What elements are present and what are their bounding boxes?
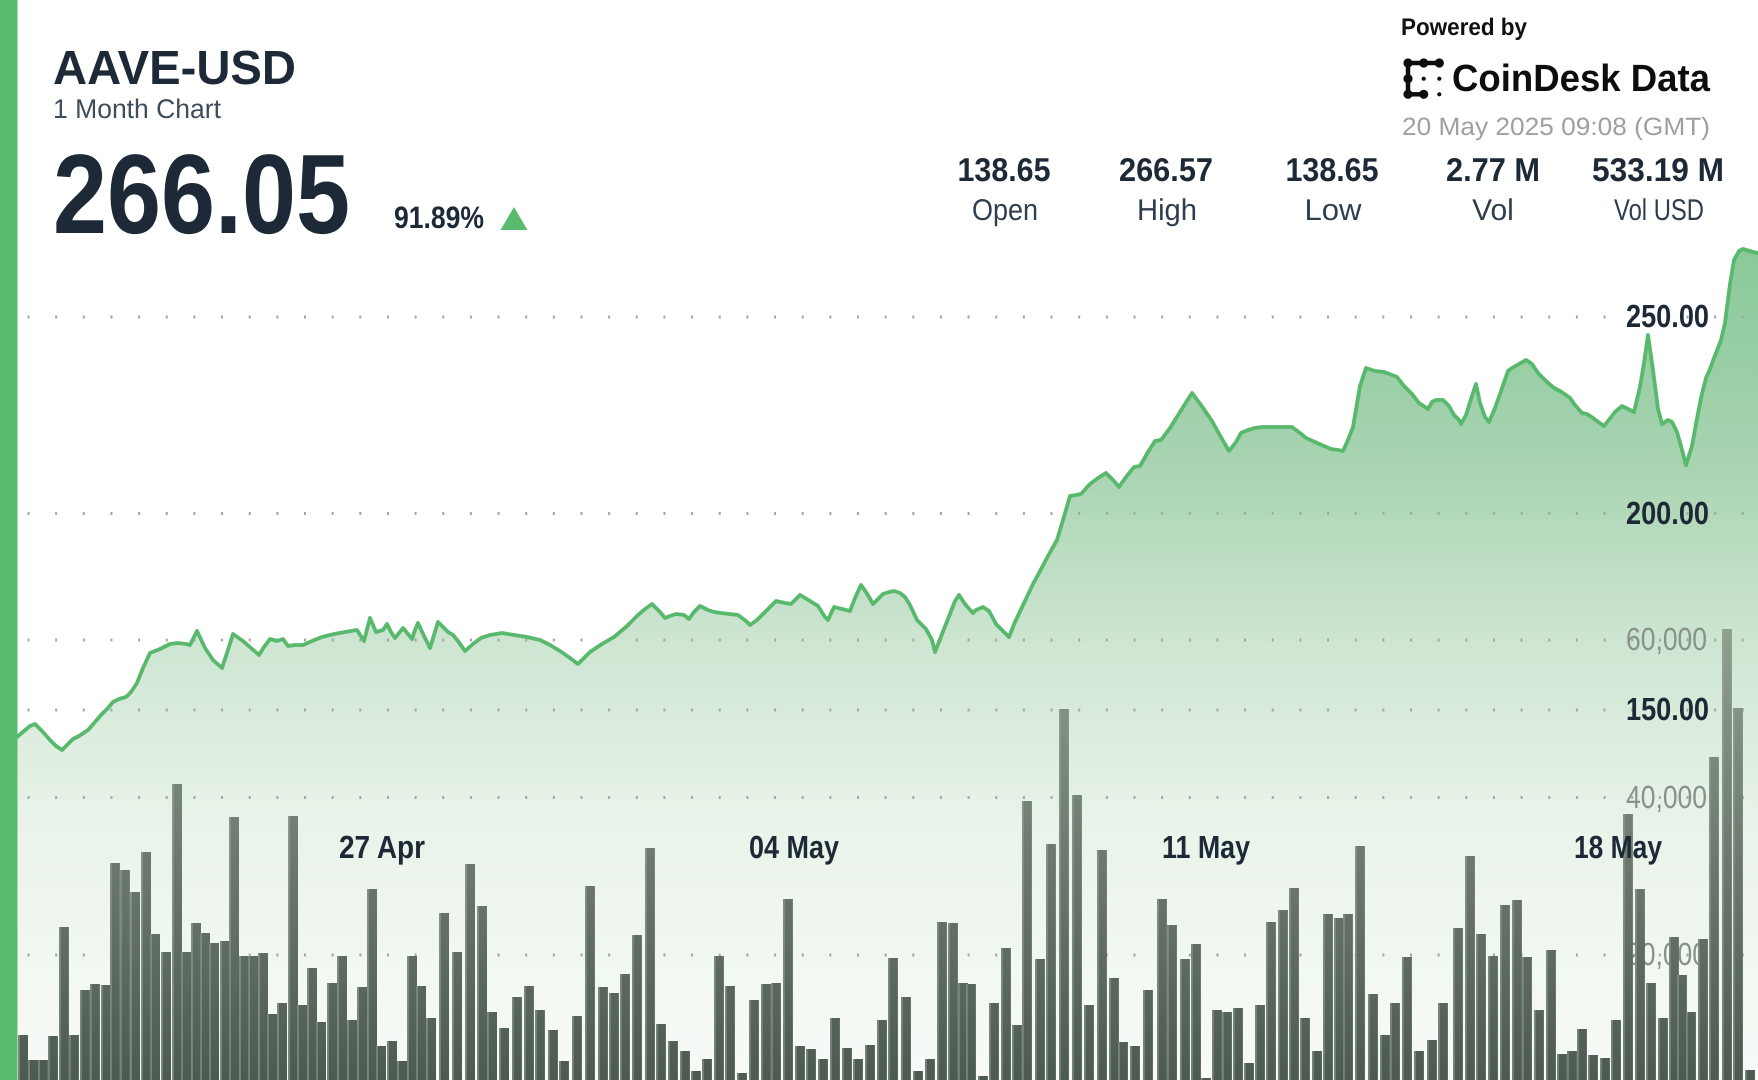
svg-text:Vol USD: Vol USD	[1614, 194, 1704, 227]
svg-text:Open: Open	[972, 194, 1038, 227]
svg-text:266.57: 266.57	[1119, 151, 1213, 188]
svg-text:2.77 M: 2.77 M	[1446, 151, 1540, 188]
svg-text:533.19 M: 533.19 M	[1592, 151, 1724, 188]
svg-text:138.65: 138.65	[1286, 151, 1379, 188]
svg-text:138.65: 138.65	[958, 151, 1051, 188]
svg-text:20 May 2025 09:08 (GMT): 20 May 2025 09:08 (GMT)	[1402, 113, 1710, 141]
svg-text:High: High	[1137, 194, 1197, 227]
svg-text:27 Apr: 27 Apr	[339, 829, 425, 865]
svg-text:AAVE-USD: AAVE-USD	[53, 42, 296, 95]
svg-text:150.00: 150.00	[1626, 691, 1709, 727]
svg-text:91.89%: 91.89%	[394, 200, 484, 235]
svg-text:CoinDesk Data: CoinDesk Data	[1452, 58, 1711, 100]
svg-text:Vol: Vol	[1472, 194, 1514, 227]
svg-text:1 Month Chart: 1 Month Chart	[53, 94, 221, 124]
svg-text:200.00: 200.00	[1626, 495, 1709, 531]
svg-text:Powered by: Powered by	[1401, 14, 1528, 41]
svg-text:Low: Low	[1305, 194, 1362, 227]
svg-text:250.00: 250.00	[1626, 298, 1709, 334]
svg-text:40,000: 40,000	[1626, 779, 1707, 815]
svg-text:266.05: 266.05	[53, 131, 350, 257]
svg-text:60,000: 60,000	[1626, 621, 1707, 657]
svg-text:11 May: 11 May	[1162, 829, 1250, 865]
svg-text:04 May: 04 May	[749, 829, 839, 865]
svg-text:18 May: 18 May	[1574, 829, 1662, 865]
